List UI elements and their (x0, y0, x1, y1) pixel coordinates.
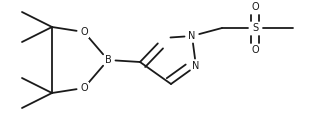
Text: O: O (251, 45, 259, 55)
Text: O: O (251, 2, 259, 12)
Text: S: S (252, 23, 258, 33)
Text: N: N (192, 61, 200, 71)
Text: N: N (188, 31, 196, 41)
Text: B: B (105, 55, 111, 65)
Text: O: O (80, 27, 88, 37)
Text: O: O (80, 83, 88, 93)
